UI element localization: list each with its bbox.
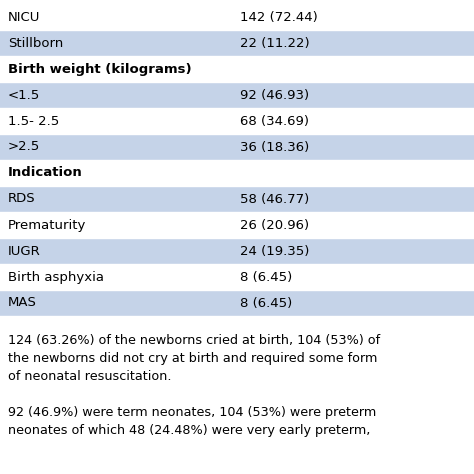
Text: NICU: NICU: [8, 10, 40, 24]
Bar: [0, 108, 474, 134]
Bar: [0, 134, 474, 160]
Text: 26 (20.96): 26 (20.96): [240, 219, 309, 231]
Text: RDS: RDS: [8, 192, 36, 206]
Text: 92 (46.9%) were term neonates, 104 (53%) were preterm
neonates of which 48 (24.4: 92 (46.9%) were term neonates, 104 (53%)…: [8, 406, 376, 437]
Bar: [0, 4, 474, 30]
Text: 92 (46.93): 92 (46.93): [240, 89, 309, 101]
Bar: [0, 238, 474, 264]
Text: 36 (18.36): 36 (18.36): [240, 140, 309, 154]
Bar: [0, 30, 474, 56]
Text: 124 (63.26%) of the newborns cried at birth, 104 (53%) of
the newborns did not c: 124 (63.26%) of the newborns cried at bi…: [8, 334, 380, 383]
Text: Indication: Indication: [8, 166, 83, 180]
Text: Stillborn: Stillborn: [8, 36, 63, 49]
Bar: [0, 290, 474, 316]
Bar: [0, 160, 474, 186]
Text: Birth weight (kilograms): Birth weight (kilograms): [8, 63, 191, 75]
Text: >2.5: >2.5: [8, 140, 40, 154]
Text: 142 (72.44): 142 (72.44): [240, 10, 318, 24]
Text: Birth asphyxia: Birth asphyxia: [8, 271, 104, 283]
Text: IUGR: IUGR: [8, 245, 41, 257]
Text: 1.5- 2.5: 1.5- 2.5: [8, 115, 59, 128]
Bar: [0, 264, 474, 290]
Text: MAS: MAS: [8, 297, 37, 310]
Bar: [0, 82, 474, 108]
Text: 24 (19.35): 24 (19.35): [240, 245, 310, 257]
Bar: [0, 212, 474, 238]
Text: 8 (6.45): 8 (6.45): [240, 297, 292, 310]
Text: <1.5: <1.5: [8, 89, 40, 101]
Bar: [0, 186, 474, 212]
Text: 22 (11.22): 22 (11.22): [240, 36, 310, 49]
Text: 58 (46.77): 58 (46.77): [240, 192, 309, 206]
Text: Prematurity: Prematurity: [8, 219, 86, 231]
Bar: [0, 56, 474, 82]
Text: 8 (6.45): 8 (6.45): [240, 271, 292, 283]
Text: 68 (34.69): 68 (34.69): [240, 115, 309, 128]
